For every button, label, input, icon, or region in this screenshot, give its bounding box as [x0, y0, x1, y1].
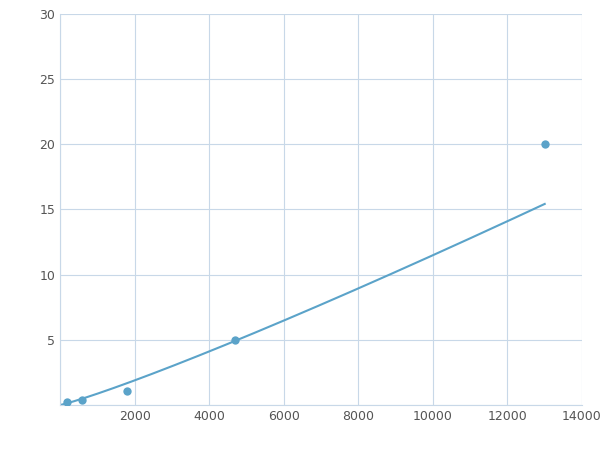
Point: [62, 399, 72, 406]
Point: [122, 387, 132, 394]
Point: [230, 336, 240, 343]
Point: [77, 396, 87, 403]
Point: [540, 140, 550, 148]
